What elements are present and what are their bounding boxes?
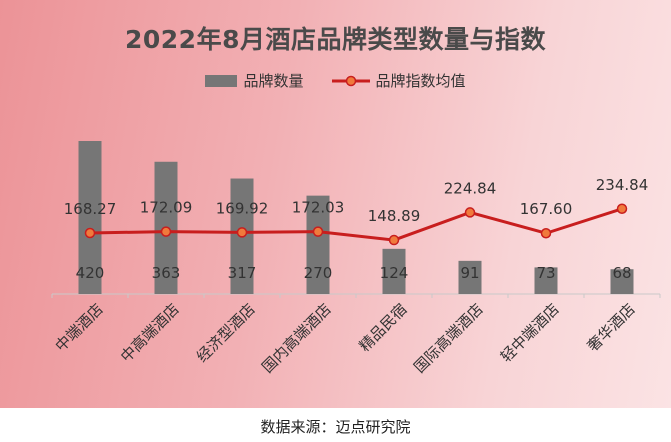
chart-plot: 420 363 317 270 124 91 73 68 168.27 172.09 169.92 1… [51, 141, 661, 376]
bar-value-label: 363 [152, 264, 181, 282]
category-label: 精品民宿 [356, 300, 411, 355]
bar-value-label: 317 [228, 264, 257, 282]
bar-6 [534, 267, 558, 294]
index-line [89, 207, 623, 242]
chart-title: 2022年8月酒店品牌类型数量与指数 [125, 25, 546, 54]
bar-value-label: 91 [460, 264, 479, 282]
bar-value-label: 73 [536, 264, 555, 282]
legend-bar-label: 品牌数量 [243, 72, 304, 90]
bar-7 [610, 269, 634, 294]
legend-item-bar: 品牌数量 [205, 70, 304, 91]
bar-value-label: 420 [76, 264, 105, 282]
category-label: 国际高端酒店 [410, 300, 486, 376]
bar-0 [78, 141, 102, 294]
bar-value-label: 270 [304, 264, 333, 282]
index-value-label: 224.84 [444, 179, 497, 197]
index-point-3 [312, 226, 324, 237]
bar-5 [458, 260, 482, 294]
bar-4 [382, 248, 406, 294]
chart-panel [0, 0, 671, 408]
index-value-label: 169.92 [216, 199, 269, 217]
legend-line-label: 品牌指数均值 [375, 72, 466, 90]
source-note: 数据来源：迈点研究院 [260, 418, 411, 436]
index-point-0 [84, 227, 96, 239]
bar-value-label: 68 [612, 264, 631, 282]
index-value-label: 168.27 [64, 200, 117, 218]
bar-value-label: 124 [380, 264, 409, 282]
index-point-2 [236, 227, 248, 238]
index-value-label: 234.84 [596, 176, 649, 194]
legend-item-line: 品牌指数均值 [331, 70, 466, 91]
category-label: 轻中端酒店 [497, 300, 563, 366]
category-label: 经济型酒店 [193, 300, 259, 366]
bar-3 [306, 195, 330, 294]
category-label: 中端酒店 [52, 300, 107, 355]
category-label: 中高端酒店 [117, 300, 183, 366]
index-value-label: 148.89 [368, 207, 421, 225]
index-point-7 [616, 203, 628, 215]
index-value-label: 167.60 [520, 200, 573, 218]
chart-legend: 品牌数量 品牌指数均值 [0, 70, 671, 91]
index-value-label: 172.03 [292, 199, 345, 217]
category-label: 国内高端酒店 [258, 300, 334, 376]
legend-bar-swatch [205, 74, 238, 87]
index-point-6 [540, 227, 552, 239]
legend-line-swatch [331, 75, 370, 86]
index-value-label: 172.09 [140, 199, 193, 217]
index-point-1 [160, 226, 172, 237]
index-point-4 [388, 234, 400, 246]
index-point-5 [464, 207, 476, 218]
category-label: 奢华酒店 [584, 300, 639, 355]
